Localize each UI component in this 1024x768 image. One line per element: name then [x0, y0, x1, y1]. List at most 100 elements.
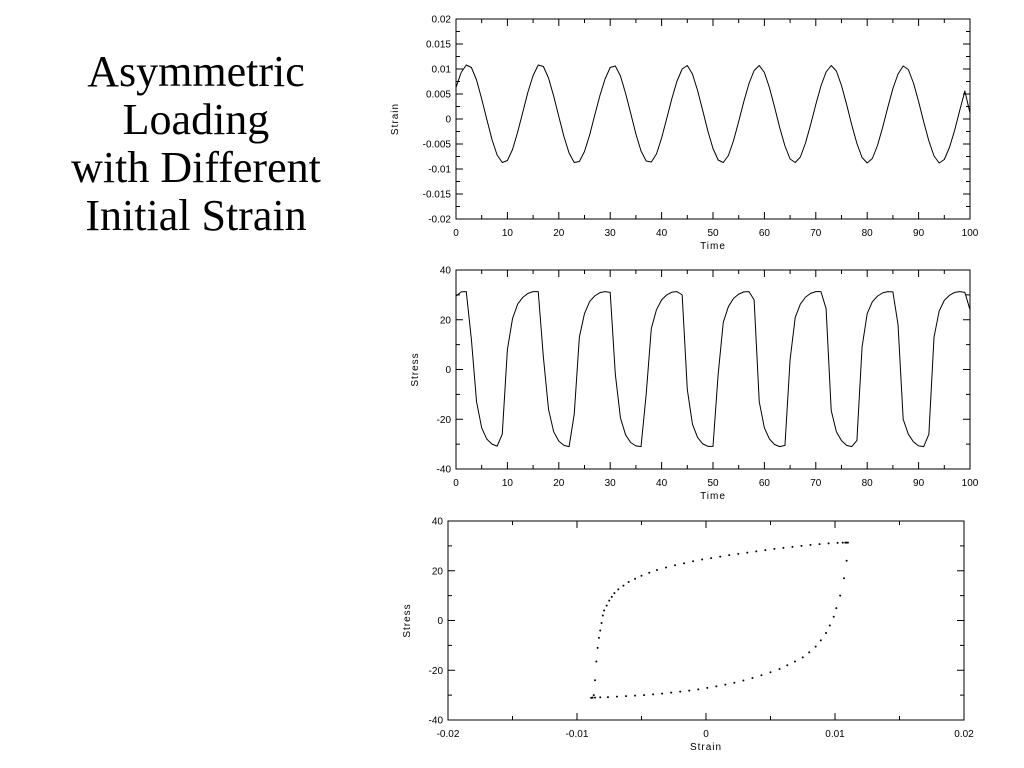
data-point [683, 562, 686, 565]
x-tick-label: 60 [759, 228, 771, 239]
title-line-3: with Different [71, 143, 321, 192]
data-point [715, 685, 718, 688]
x-tick-label: 90 [913, 478, 925, 489]
x-tick-label: -0.01 [566, 729, 589, 740]
data-point [800, 544, 803, 547]
data-point [597, 636, 600, 639]
data-point [634, 694, 637, 697]
y-tick-label: 0 [445, 115, 451, 126]
x-tick-label: 0 [703, 729, 709, 740]
data-point [828, 624, 831, 627]
data-point [640, 574, 643, 577]
data-point [648, 571, 651, 574]
x-axis-label: Strain [690, 742, 722, 753]
data-point [818, 543, 821, 546]
stress-time-chart: 0 10 20 30 40 50 60 70 80 90 100 40 20 0 -20 -40 Time Str… [410, 266, 979, 503]
plot-frame [447, 520, 965, 721]
x-tick-label: 60 [759, 478, 771, 489]
data-point [617, 588, 620, 591]
data-point [679, 690, 682, 693]
x-tick-label: 80 [862, 228, 874, 239]
data-point [809, 543, 812, 546]
data-point [655, 569, 658, 572]
x-tick-label: 70 [810, 478, 822, 489]
y-tick-label: 40 [440, 266, 452, 277]
data-point [701, 558, 704, 561]
x-tick-label: 10 [502, 228, 514, 239]
y-tick-label: 0.005 [426, 90, 451, 101]
plot-frame [455, 269, 971, 470]
data-point [755, 550, 758, 553]
data-point [769, 671, 772, 674]
data-point [610, 595, 613, 598]
x-tick-label: 40 [656, 478, 668, 489]
data-point [835, 607, 838, 610]
x-tick-label: 20 [553, 478, 565, 489]
data-point [706, 686, 709, 689]
data-point [814, 645, 817, 648]
data-point [665, 566, 668, 569]
title-line-4: Initial Strain [85, 191, 307, 240]
data-point [836, 541, 839, 544]
data-point [674, 564, 677, 567]
data-point [688, 689, 691, 692]
x-tick-label: 0 [453, 228, 459, 239]
y-tick-label: 0.02 [432, 15, 452, 26]
data-point [742, 679, 745, 682]
data-point [634, 577, 637, 580]
data-point [841, 541, 844, 544]
y-tick-label: -0.015 [423, 190, 452, 201]
data-point [801, 656, 804, 659]
x-tick-label: 90 [913, 228, 925, 239]
data-point [728, 554, 731, 557]
title-line-2: Loading [122, 95, 270, 144]
data-point [710, 557, 713, 560]
y-axis-label: Stress [402, 603, 413, 637]
data-point [594, 679, 597, 682]
data-point [733, 681, 736, 684]
x-tick-label: 40 [656, 228, 668, 239]
data-point [791, 545, 794, 548]
x-tick-label: 100 [962, 228, 979, 239]
data-point [778, 668, 781, 671]
x-tick-label: 50 [707, 478, 719, 489]
data-point [819, 639, 822, 642]
title-line-1: Asymmetric [87, 47, 305, 96]
data-point [615, 695, 618, 698]
data-point [599, 629, 602, 632]
data-point [670, 691, 673, 694]
data-point [601, 614, 604, 617]
x-tick-label: 30 [605, 478, 617, 489]
x-tick-label: 0 [453, 478, 459, 489]
y-axis-label: Stress [410, 352, 421, 386]
data-point [697, 688, 700, 691]
slide-title: Asymmetric Loading with Different Initia… [20, 48, 372, 240]
data-point [592, 694, 595, 697]
data-point [603, 609, 606, 612]
data-point [622, 584, 625, 587]
data-point [746, 551, 749, 554]
data-point [661, 692, 664, 695]
y-tick-label: -0.01 [428, 165, 451, 176]
data-point [599, 696, 602, 699]
x-tick-label: 50 [707, 228, 719, 239]
y-tick-label: -40 [437, 465, 452, 476]
y-tick-label: 20 [440, 315, 452, 326]
y-tick-label: -20 [437, 415, 452, 426]
data-point [627, 580, 630, 583]
y-tick-label: 0 [437, 616, 443, 627]
data-point [760, 674, 763, 677]
data-point [751, 676, 754, 679]
y-axis-label: Strain [390, 103, 401, 135]
x-tick-label: 70 [810, 228, 822, 239]
x-tick-label: 100 [962, 478, 979, 489]
data-point [846, 541, 849, 544]
data-point [605, 604, 608, 607]
data-point [786, 664, 789, 667]
data-point [824, 631, 827, 634]
data-point [827, 542, 830, 545]
series-line [455, 64, 971, 164]
data-point [692, 560, 695, 563]
y-tick-label: 0.01 [432, 65, 452, 76]
